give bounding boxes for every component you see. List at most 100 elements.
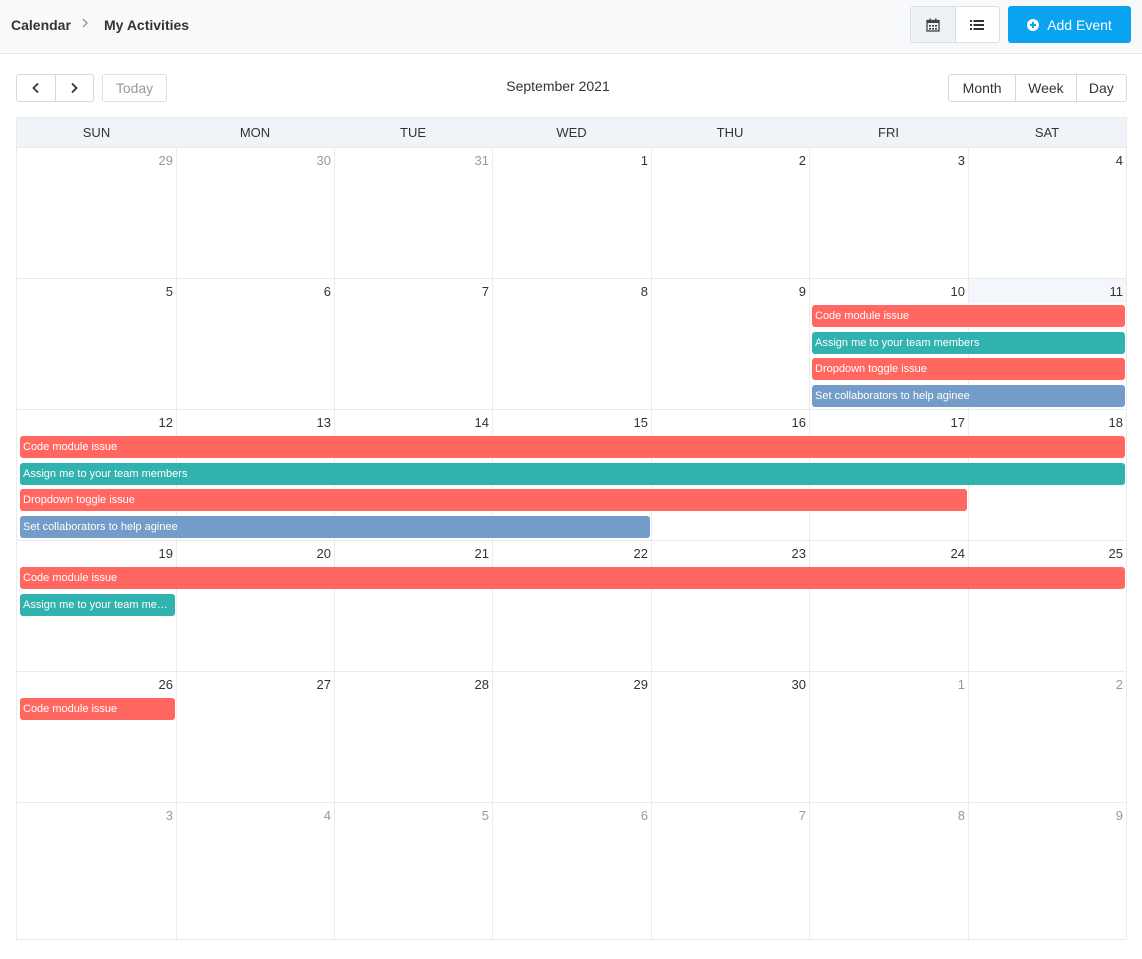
event-bar[interactable]: Code module issue [812,305,1125,327]
day-number[interactable]: 8 [957,808,965,823]
calendar-view-button[interactable] [911,7,956,42]
prev-month-button[interactable] [17,75,56,101]
day-cell[interactable]: 7 [651,803,809,939]
day-cell[interactable]: 28 [334,672,492,802]
day-number[interactable]: 7 [798,808,806,823]
day-number[interactable]: 13 [316,415,331,430]
list-view-button[interactable] [956,7,1000,42]
day-number[interactable]: 29 [633,677,648,692]
day-number[interactable]: 15 [633,415,648,430]
day-cell[interactable]: 25 [968,541,1126,671]
day-cell[interactable]: 31 [334,148,492,278]
day-number[interactable]: 10 [950,284,965,299]
day-cell[interactable]: 21 [334,541,492,671]
day-number[interactable]: 4 [323,808,331,823]
event-bar[interactable]: Code module issue [20,567,1125,589]
event-bar[interactable]: Dropdown toggle issue [812,358,1125,380]
event-bar[interactable]: Assign me to your team members [812,332,1125,354]
day-cell[interactable]: 23 [651,541,809,671]
day-number[interactable]: 25 [1108,546,1123,561]
event-bar[interactable]: Assign me to your team members [20,594,175,616]
day-number[interactable]: 12 [158,415,173,430]
day-cell[interactable]: 19 [17,541,176,671]
event-bar[interactable]: Code module issue [20,698,175,720]
add-event-button[interactable]: Add Event [1008,6,1131,43]
day-cell[interactable]: 22 [492,541,651,671]
event-bar[interactable]: Set collaborators to help aginee [20,516,650,538]
day-number[interactable]: 6 [640,808,648,823]
day-cell[interactable]: 1 [492,148,651,278]
day-cell[interactable]: 1 [809,672,968,802]
day-cell[interactable]: 8 [809,803,968,939]
day-number[interactable]: 8 [640,284,648,299]
day-number[interactable]: 27 [316,677,331,692]
day-cell[interactable]: 9 [651,279,809,409]
day-number[interactable]: 9 [1115,808,1123,823]
day-cell[interactable]: 12 [17,410,176,540]
day-number[interactable]: 1 [957,677,965,692]
day-number[interactable]: 18 [1108,415,1123,430]
day-cell[interactable]: 8 [492,279,651,409]
day-cell[interactable]: 27 [176,672,334,802]
day-number[interactable]: 23 [791,546,806,561]
day-number[interactable]: 26 [158,677,173,692]
day-number[interactable]: 30 [316,153,331,168]
day-cell[interactable]: 11 [968,279,1126,409]
day-cell[interactable]: 4 [968,148,1126,278]
day-cell[interactable]: 9 [968,803,1126,939]
day-number[interactable]: 11 [1109,284,1124,299]
day-cell[interactable]: 3 [809,148,968,278]
day-cell[interactable]: 29 [17,148,176,278]
day-number[interactable]: 7 [481,284,489,299]
day-cell[interactable]: 6 [492,803,651,939]
day-number[interactable]: 5 [481,808,489,823]
event-bar[interactable]: Set collaborators to help aginee [812,385,1125,407]
day-cell[interactable]: 10 [809,279,968,409]
day-number[interactable]: 3 [165,808,173,823]
day-cell[interactable]: 30 [176,148,334,278]
day-cell[interactable]: 5 [334,803,492,939]
day-cell[interactable]: 6 [176,279,334,409]
day-number[interactable]: 24 [950,546,965,561]
day-number[interactable]: 31 [474,153,489,168]
day-number[interactable]: 3 [957,153,965,168]
day-number[interactable]: 2 [1115,677,1123,692]
day-number[interactable]: 17 [950,415,965,430]
day-number[interactable]: 29 [158,153,173,168]
event-bar[interactable]: Dropdown toggle issue [20,489,967,511]
day-cell[interactable]: 2 [651,148,809,278]
day-number[interactable]: 9 [798,284,806,299]
day-number[interactable]: 5 [165,284,173,299]
day-number[interactable]: 1 [640,153,648,168]
day-cell[interactable]: 20 [176,541,334,671]
day-number[interactable]: 6 [323,284,331,299]
day-cell[interactable]: 29 [492,672,651,802]
week-row: 29 30 31 1 2 3 4 [17,147,1126,278]
day-cell[interactable]: 4 [176,803,334,939]
day-number[interactable]: 20 [316,546,331,561]
day-number[interactable]: 30 [791,677,806,692]
day-cell[interactable]: 7 [334,279,492,409]
day-number[interactable]: 14 [474,415,489,430]
day-number[interactable]: 28 [474,677,489,692]
event-bar[interactable]: Assign me to your team members [20,463,1125,485]
day-cell[interactable]: 2 [968,672,1126,802]
day-number[interactable]: 21 [474,546,489,561]
day-number[interactable]: 16 [791,415,806,430]
day-view-button[interactable]: Day [1088,80,1114,96]
event-bar[interactable]: Code module issue [20,436,1125,458]
week-view-button[interactable]: Week [1016,75,1077,101]
day-cell[interactable]: 3 [17,803,176,939]
month-view-button[interactable]: Month [949,75,1017,101]
next-month-button[interactable] [56,75,94,101]
day-cell[interactable]: 5 [17,279,176,409]
day-number[interactable]: 22 [633,546,648,561]
day-cell[interactable]: 24 [809,541,968,671]
day-cell[interactable]: 30 [651,672,809,802]
day-number[interactable]: 4 [1115,153,1123,168]
today-button[interactable]: Today [102,74,167,102]
day-number[interactable]: 19 [158,546,173,561]
day-cell[interactable]: 26 [17,672,176,802]
day-number[interactable]: 2 [798,153,806,168]
breadcrumb-calendar[interactable]: Calendar [11,17,71,33]
